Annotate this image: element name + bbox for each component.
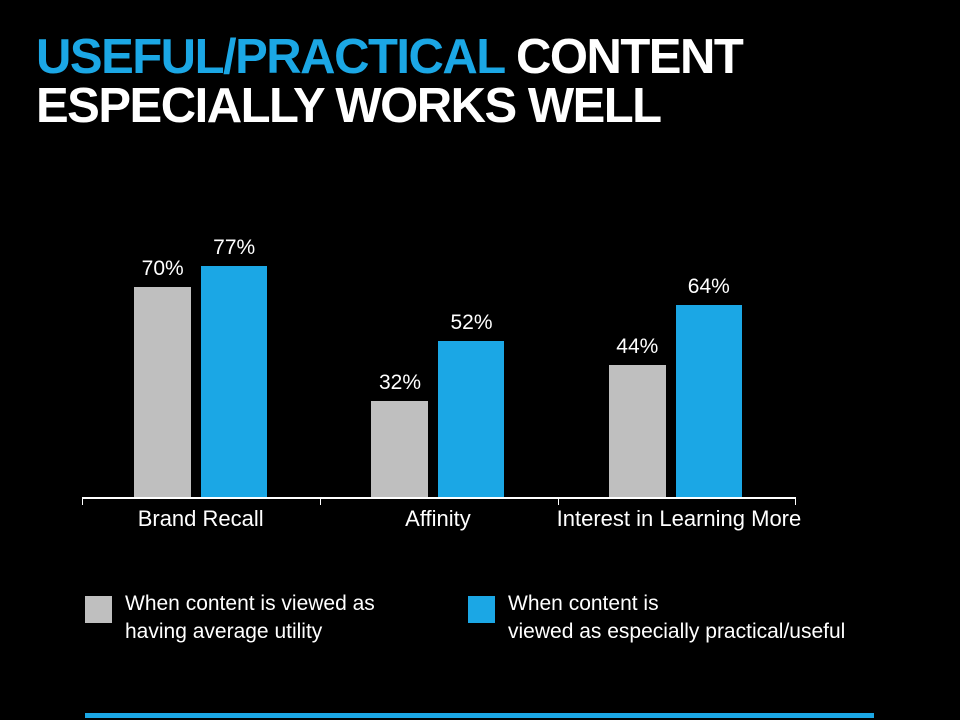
bar-practical-useful [201,266,268,497]
bar-value-label: 70% [141,257,184,280]
legend-text-line: having average utility [125,620,323,644]
title-rest: CONTENT [503,30,744,84]
bar-practical-useful [438,341,505,497]
slide-title: USEFUL/PRACTICAL CONTENT ESPECIALLY WORKS… [36,30,744,133]
bar-column: 70% [134,257,192,497]
legend-text-line: When content is viewed as [125,592,375,615]
bar-value-label: 52% [450,311,493,334]
bar-average-utility [608,365,666,497]
bar-group: 32% 52% [319,311,556,497]
axis-tick [319,499,321,505]
bar-value-label: 64% [687,275,730,298]
bar-group: 70% 77% [82,236,319,497]
bar-average-utility [134,287,192,497]
bar-value-label: 44% [616,335,659,358]
axis-tick [558,499,559,505]
footer-accent-line [85,713,874,718]
x-axis-category-label: Affinity [405,506,471,531]
bar-column: 77% [201,236,268,497]
bar-group: 44% 64% [557,275,794,497]
bar-value-label: 32% [378,371,421,394]
legend-item-average-utility: When content is viewed as having average… [85,590,375,647]
title-line2: ESPECIALLY WORKS WELL [36,79,662,133]
axis-tick [795,499,796,505]
legend-swatch-gray [85,596,112,623]
bar-column: 44% [608,335,666,497]
bar-column: 64% [675,275,742,497]
x-axis-line [82,497,796,505]
bar-practical-useful [675,305,742,497]
x-axis-labels: Brand Recall Affinity Interest in Learning… [82,506,802,532]
legend-label-average-utility: When content is viewed as having average… [125,590,375,647]
bar-column: 32% [371,371,429,497]
bar-average-utility [371,401,429,497]
legend-label-practical-useful: When content is viewed as especially pra… [508,590,845,647]
x-axis-category-label: Interest in Learning More [556,506,802,531]
legend-item-practical-useful: When content is viewed as especially pra… [468,590,845,647]
bar-value-label: 77% [213,236,256,259]
x-axis-category-label: Brand Recall [137,506,264,531]
axis-tick [82,499,83,505]
bar-chart-plot: 70% 77% 32% 52% 44% 64% [82,218,794,497]
legend-text-line: When content is [508,592,659,615]
legend-swatch-blue [468,596,495,623]
title-highlight: USEFUL/PRACTICAL [36,30,505,84]
legend-text-line: viewed as especially practical/useful [508,620,846,644]
bar-column: 52% [438,311,505,497]
